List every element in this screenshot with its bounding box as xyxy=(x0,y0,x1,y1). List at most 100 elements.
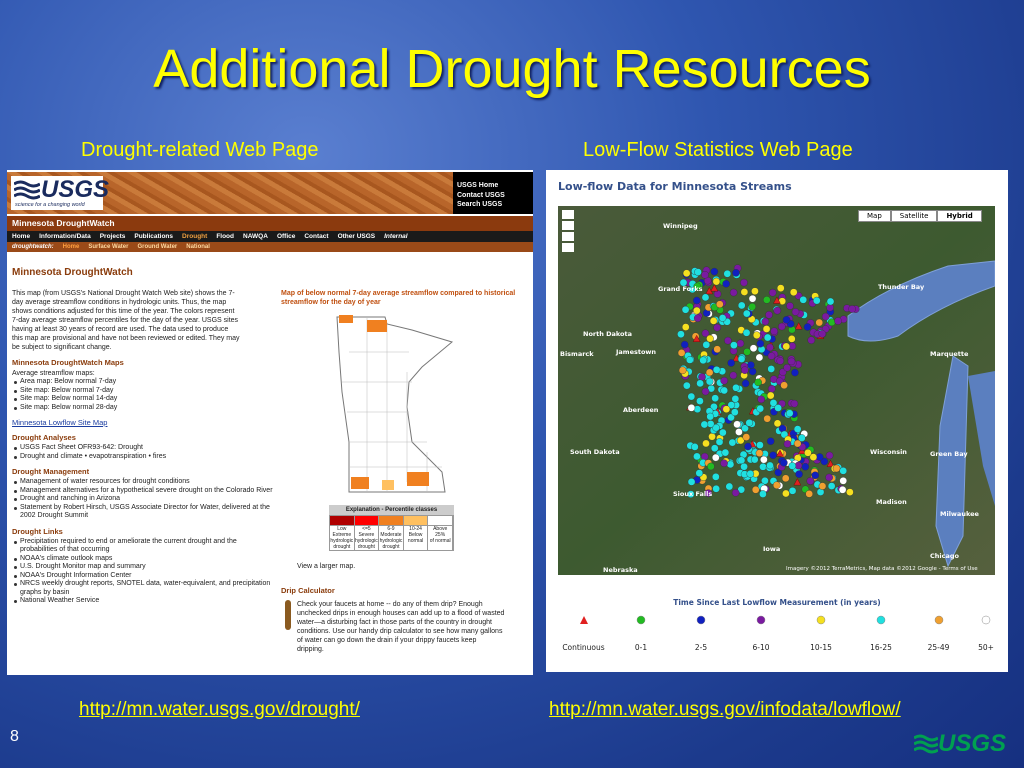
station-marker xyxy=(834,317,842,325)
station-marker xyxy=(780,458,788,467)
section: Minnesota DroughtWatch Maps Average strea… xyxy=(12,358,274,412)
station-marker xyxy=(795,470,803,478)
station-marker xyxy=(788,462,797,470)
station-marker xyxy=(737,301,746,310)
station-marker xyxy=(827,482,836,490)
nav-item: Office xyxy=(276,233,296,240)
station-marker xyxy=(827,318,836,327)
station-marker xyxy=(766,437,775,446)
map-button[interactable]: Satellite xyxy=(890,210,938,222)
station-marker xyxy=(832,464,841,473)
map-button[interactable]: Map xyxy=(858,210,891,222)
station-marker xyxy=(730,341,738,349)
intro-line: 7-day average streamflow percentiles for… xyxy=(12,317,239,324)
station-marker xyxy=(801,462,810,471)
legend-label: 2-5 xyxy=(694,643,708,652)
legend-marker xyxy=(579,616,588,624)
drip-line: unchecked drips in enough houses can add… xyxy=(297,610,505,617)
section-lead: Average streamflow maps: xyxy=(12,370,95,377)
station-marker xyxy=(712,423,720,432)
station-marker xyxy=(695,469,704,477)
station-marker xyxy=(702,341,711,349)
list-item: Statement by Robert Hirsch, USGS Associa… xyxy=(12,504,274,521)
legend-label: 16-25 xyxy=(870,643,892,652)
station-marker xyxy=(767,385,776,393)
class-desc: of normal xyxy=(429,538,451,544)
usgs-logo: USGS xyxy=(41,176,110,203)
station-marker xyxy=(727,401,736,409)
station-marker xyxy=(770,327,778,336)
subnav-item: Surface Water xyxy=(88,244,129,250)
station-marker xyxy=(774,404,782,412)
station-marker xyxy=(773,306,782,315)
page-heading: Minnesota DroughtWatch xyxy=(12,267,133,278)
nav-item: Contact xyxy=(304,233,329,240)
section-heading: Minnesota DroughtWatch Maps xyxy=(12,358,124,367)
class-label: <=5 xyxy=(362,526,371,532)
station-marker xyxy=(825,451,834,460)
station-marker xyxy=(693,306,701,315)
station-marker xyxy=(805,490,814,498)
place-label: Jamestown xyxy=(615,348,656,356)
section: Drought Links Precipitation required to e… xyxy=(12,527,274,606)
station-marker xyxy=(790,399,799,408)
station-marker xyxy=(743,348,751,356)
station-marker xyxy=(773,296,781,304)
station-marker xyxy=(765,311,773,319)
station-marker xyxy=(736,339,745,348)
station-marker xyxy=(715,438,724,446)
station-marker xyxy=(701,270,709,279)
list-item: Site map: Below normal 7-day xyxy=(12,387,274,396)
station-marker xyxy=(751,485,760,494)
station-marker xyxy=(741,379,750,388)
station-marker xyxy=(785,409,794,418)
list-item: National Weather Service xyxy=(12,597,274,606)
station-marker xyxy=(748,294,757,303)
subnav-item: Ground Water xyxy=(137,244,178,250)
station-marker xyxy=(794,322,803,330)
station-marker xyxy=(729,288,738,297)
legend-marker xyxy=(756,615,766,625)
station-marker xyxy=(793,425,802,433)
station-marker xyxy=(723,269,732,278)
station-marker xyxy=(791,368,799,377)
station-marker xyxy=(679,278,688,287)
station-marker xyxy=(809,453,818,461)
legend-class: Above 25% of normal xyxy=(428,516,453,550)
larger-map-link[interactable]: View a larger map. xyxy=(297,563,356,570)
legend-row: Low Extreme hydrologic drought <=5 Severe h… xyxy=(329,515,454,551)
station-marker xyxy=(818,330,827,338)
drought-url[interactable]: http://mn.water.usgs.gov/drought/ xyxy=(79,699,360,720)
legend-item: 10-15 xyxy=(791,610,851,652)
station-marker xyxy=(691,443,699,451)
legend-title: Time Since Last Lowflow Measurement (in … xyxy=(673,598,881,607)
station-marker xyxy=(803,323,812,331)
intro-line: This map (from USGS's National Drought W… xyxy=(12,290,235,297)
station-marker xyxy=(712,366,721,374)
station-marker xyxy=(804,448,812,457)
station-marker xyxy=(711,453,720,462)
lowflow-url[interactable]: http://mn.water.usgs.gov/infodata/lowflo… xyxy=(549,699,901,720)
legend-marker xyxy=(934,615,943,625)
legend-symbol xyxy=(696,615,706,625)
station-marker xyxy=(825,473,833,482)
map-button[interactable]: Hybrid xyxy=(937,210,982,222)
section-heading: Minnesota Lowflow Site Map xyxy=(12,418,108,427)
section: Drought Management Management of water re… xyxy=(12,467,274,521)
station-marker xyxy=(740,462,748,471)
station-marker xyxy=(786,302,794,310)
station-marker xyxy=(720,376,728,385)
station-marker xyxy=(742,309,751,318)
station-marker xyxy=(710,444,719,453)
class-label: 10-24 xyxy=(409,526,422,532)
list-item: Drought and ranching in Arizona xyxy=(12,495,274,504)
station-marker xyxy=(721,448,730,457)
station-marker xyxy=(726,460,735,469)
station-marker xyxy=(760,455,768,464)
station-marker xyxy=(699,356,707,365)
station-marker xyxy=(769,399,778,407)
drip-text: Check your faucets at home -- do any of … xyxy=(297,600,533,654)
section-heading: Drought Links xyxy=(12,526,63,536)
drip-line: Check your faucets at home -- do any of … xyxy=(297,601,483,608)
list-item: Management alternatives for a hypothetic… xyxy=(12,487,274,496)
